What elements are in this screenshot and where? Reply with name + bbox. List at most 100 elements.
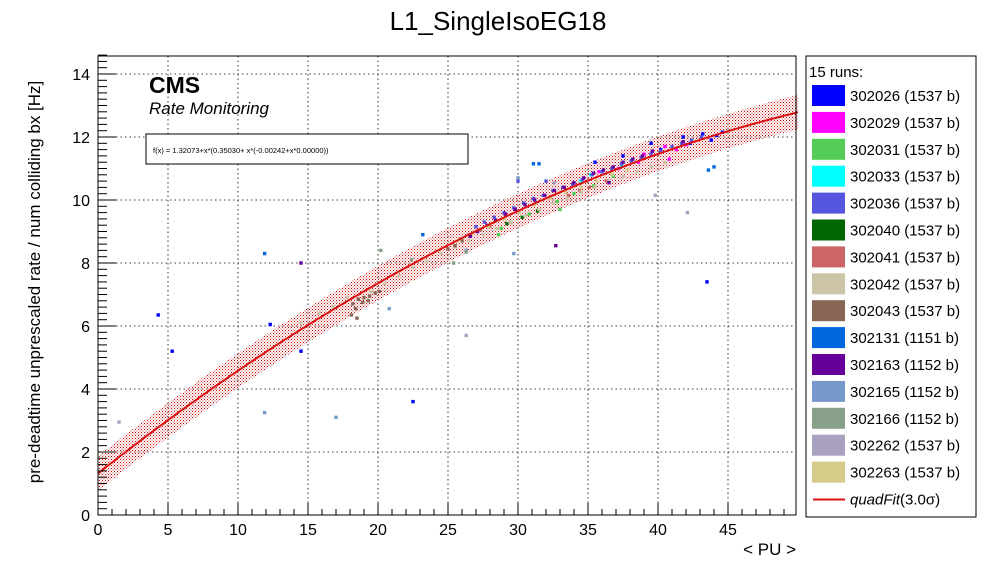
point-4-22 (689, 138, 694, 142)
point-14-5 (533, 203, 537, 207)
legend-swatch-5 (812, 219, 845, 241)
point-0-14 (621, 154, 625, 158)
y-tick-label-6: 12 (72, 130, 90, 147)
point-2-0 (499, 226, 503, 231)
point-10-20 (554, 243, 558, 248)
point-8-5 (353, 306, 358, 311)
point-12-3 (464, 250, 468, 254)
point-10-8 (542, 193, 547, 197)
cms-label: CMS (149, 72, 200, 98)
legend-fit-label: quadFit(3.0σ) (850, 492, 940, 509)
legend-swatch-6 (812, 246, 845, 268)
legend-swatch-14 (812, 461, 845, 483)
point-7-11 (523, 214, 527, 218)
point-7-14 (565, 196, 569, 201)
point-7-8 (481, 232, 485, 237)
point-6-3 (566, 193, 571, 197)
fit-line (97, 111, 799, 475)
point-10-22 (607, 180, 611, 185)
point-10-7 (533, 198, 537, 202)
point-0-1 (170, 349, 174, 353)
legend-label-6: 302041 (1537 b) (850, 249, 960, 266)
point-9-2 (531, 162, 536, 166)
point-2-8 (496, 232, 501, 237)
point-7-3 (411, 266, 415, 270)
point-14-9 (594, 179, 599, 183)
legend-label-1: 302029 (1537 b) (850, 115, 960, 132)
x-tick-label-9: 45 (719, 522, 737, 539)
point-7-5 (439, 251, 443, 256)
data-points (117, 130, 725, 424)
legend-label-11: 302165 (1152 b) (850, 384, 959, 401)
legend-label-12: 302166 (1152 b) (850, 411, 959, 428)
x-tick-label-4: 20 (369, 522, 387, 539)
point-10-1 (475, 229, 480, 234)
legend-swatch-10 (812, 354, 845, 375)
point-10-4 (503, 212, 508, 216)
plot-frame (97, 55, 797, 516)
point-7-12 (537, 207, 541, 212)
point-8-9 (355, 316, 359, 320)
point-10-15 (611, 165, 615, 169)
point-0-15 (649, 141, 653, 145)
point-7-20 (649, 165, 653, 169)
legend-label-3: 302033 (1537 b) (850, 169, 960, 186)
legend-swatch-0 (812, 85, 845, 106)
point-7-22 (299, 321, 303, 325)
point-2-2 (527, 212, 531, 216)
legend-swatch-4 (812, 192, 845, 214)
legend-swatch-13 (812, 434, 845, 456)
legend-swatch-3 (812, 165, 845, 187)
point-2-7 (558, 207, 562, 212)
legend-swatch-8 (812, 300, 845, 322)
point-10-23 (681, 140, 685, 144)
y-tick-label-1: 2 (81, 445, 90, 462)
x-tick-label-3: 15 (299, 522, 317, 539)
point-1-0 (636, 160, 641, 164)
point-4-23 (699, 135, 704, 139)
point-14-2 (486, 225, 491, 229)
point-4-18 (649, 152, 653, 157)
x-tick-label-2: 10 (229, 522, 247, 539)
x-tick-label-5: 25 (439, 522, 457, 539)
legend-fit-suffix: (3.0σ) (900, 492, 940, 509)
legend-label-14: 302263 (1537 b) (850, 465, 960, 482)
point-0-3 (299, 349, 303, 353)
point-0-0 (156, 313, 160, 317)
x-tick-label-1: 5 (164, 522, 173, 539)
y-tick-label-2: 4 (81, 382, 90, 399)
legend-swatch-1 (812, 111, 845, 133)
point-11-4 (512, 251, 516, 256)
legend-entries: 302026 (1537 b) 302029 (1537 b) 302031 (15… (812, 85, 960, 509)
point-9-1 (421, 232, 425, 237)
point-10-18 (640, 154, 645, 158)
point-8-1 (356, 297, 361, 301)
x-tick-label-6: 30 (509, 522, 527, 539)
point-5-1 (520, 215, 524, 220)
point-8-10 (377, 289, 382, 294)
legend-label-9: 302131 (1151 b) (850, 330, 959, 347)
x-tick-label-0: 0 (94, 522, 103, 539)
legend-label-8: 302043 (1537 b) (850, 303, 960, 320)
legend-label-2: 302031 (1537 b) (850, 142, 960, 159)
point-13-1 (464, 333, 468, 338)
point-9-4 (706, 168, 711, 172)
legend-swatch-12 (812, 407, 845, 429)
point-11-1 (334, 415, 338, 420)
point-14-8 (579, 185, 583, 190)
y-tick-label-3: 6 (81, 319, 90, 336)
y-tick-label-4: 8 (81, 256, 90, 273)
point-7-24 (331, 305, 335, 309)
point-9-3 (537, 162, 541, 166)
point-10-11 (572, 180, 576, 185)
legend-swatch-7 (812, 273, 845, 295)
point-10-13 (591, 171, 596, 175)
point-11-2 (387, 306, 391, 311)
legend-swatch-2 (812, 138, 845, 160)
legend-label-0: 302026 (1537 b) (850, 88, 960, 105)
point-4-2 (492, 215, 496, 220)
point-2-3 (555, 199, 559, 204)
point-10-17 (631, 157, 635, 161)
point-1-3 (674, 147, 678, 152)
